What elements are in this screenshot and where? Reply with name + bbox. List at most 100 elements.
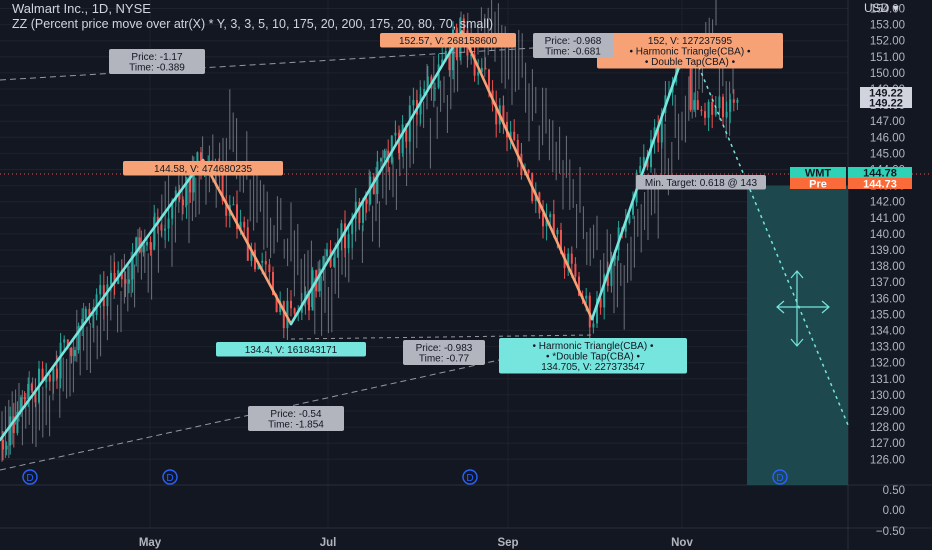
candle-body (261, 260, 264, 263)
candle-body (653, 127, 656, 140)
candle-body (704, 111, 706, 118)
candle-body (426, 76, 429, 90)
price-label-symbol[interactable]: 144.78 (848, 167, 912, 180)
price-label-pre[interactable]: 144.73 (848, 178, 912, 191)
candle-body (477, 71, 480, 76)
price-label-pre[interactable]: Pre (790, 178, 846, 191)
trough-label-jun[interactable]: 134.4, V: 161843171 (216, 342, 366, 357)
candle-body (160, 224, 163, 231)
candle-body (480, 67, 483, 72)
indicator-legend[interactable]: ZZ (Percent price move over atr(X) * Y, … (12, 17, 494, 31)
candle-body (401, 124, 404, 154)
currency-selector[interactable]: USD ▾ (864, 1, 899, 15)
price-tick-label: 136.00 (870, 293, 905, 305)
peak-label-aug-box (380, 33, 516, 48)
candle-body (336, 241, 339, 258)
candle-body (714, 108, 717, 115)
dividend-marker[interactable]: D (462, 469, 478, 485)
candle-body (657, 127, 660, 143)
symbol-title[interactable]: Walmart Inc., 1D, NYSE (12, 1, 151, 16)
candle-body (178, 190, 181, 200)
candle-body (696, 100, 699, 110)
time-tick-label: Sep (497, 537, 518, 549)
candle-body (488, 69, 490, 91)
dividend-marker[interactable]: D (162, 469, 178, 485)
peak-label-oct-box (597, 33, 783, 69)
candle-body (185, 177, 188, 206)
candle-body (92, 315, 94, 317)
pane-tick-label: −0.50 (876, 526, 905, 538)
trough-label-sep-line: 134.705, V: 227373547 (541, 362, 645, 373)
candle-body (192, 166, 195, 193)
price-label-symbol[interactable]: WMT (790, 167, 846, 180)
candle-body (221, 174, 224, 201)
candle-body (660, 112, 663, 143)
candle-body (99, 285, 102, 295)
candle-body (275, 294, 278, 313)
dividend-circle (162, 469, 178, 485)
dividend-marker[interactable]: D (772, 469, 788, 485)
candle-body (243, 221, 246, 228)
price-label-box (860, 87, 912, 98)
price-label-last[interactable]: 149.22 (860, 97, 912, 110)
target-move-handle[interactable] (776, 270, 830, 347)
candle-body (610, 259, 613, 286)
candle-body (473, 54, 476, 76)
price-label-text: 149.22 (869, 88, 903, 100)
candle-body (632, 202, 634, 215)
candle-body (27, 383, 30, 400)
peak-label-may[interactable]: 144.58, V: 474680235 (123, 161, 283, 176)
candle-body (718, 96, 721, 109)
candle-body (513, 131, 516, 140)
price-tick-label: 134.00 (870, 326, 905, 338)
candle-body (722, 96, 724, 118)
ratio-label-2-line: Price: -0.968 (545, 36, 602, 47)
pane-tick-label: 0.00 (883, 505, 905, 517)
candle-body (286, 300, 289, 329)
target-label[interactable]: Min. Target: 0.618 @ 143 (636, 175, 766, 190)
candle-body (606, 274, 609, 286)
peak-label-oct[interactable]: 152, V: 127237595• Harmonic Triangle(CBA… (597, 33, 783, 69)
candle-body (164, 228, 166, 231)
candle-body (444, 51, 447, 60)
time-tick-label: Nov (671, 537, 693, 549)
price-label-text: WMT (805, 168, 832, 180)
candle-body (135, 237, 138, 256)
candle-body (448, 51, 451, 71)
dividend-circle (772, 469, 788, 485)
trough-label-jun-line: 134.4, V: 161843171 (245, 345, 338, 356)
candle-body (70, 347, 73, 357)
candle-body (412, 100, 415, 106)
grid-lines (0, 0, 848, 528)
candle-body (225, 200, 228, 216)
price-label-last[interactable]: 149.22 (860, 87, 912, 100)
time-tick-label: May (139, 537, 162, 549)
candle-body (596, 298, 598, 324)
price-label-box (848, 178, 912, 189)
dividend-marker[interactable]: D (22, 469, 38, 485)
candle-body (736, 99, 739, 103)
candle-body (308, 291, 310, 311)
price-axis: 154.00153.00152.00151.00150.00149.00148.… (870, 4, 905, 539)
price-tick-label: 153.00 (870, 20, 905, 32)
trendline-lower (0, 339, 591, 471)
candle-body (351, 218, 354, 235)
candle-body (711, 102, 714, 115)
candle-body (509, 131, 512, 138)
candle-body (624, 223, 627, 232)
target-label-box (636, 175, 766, 190)
candle-body (16, 411, 19, 434)
price-tick-label: 152.00 (870, 36, 905, 48)
price-candles (2, 14, 739, 461)
candle-body (650, 139, 652, 168)
price-tick-label: 130.00 (870, 390, 905, 402)
candle-body (110, 273, 112, 285)
trough-label-sep[interactable]: • Harmonic Triangle(CBA) •• *Double Tap(… (499, 338, 687, 374)
peak-label-aug[interactable]: 152.57, V: 268158600 (380, 33, 516, 48)
